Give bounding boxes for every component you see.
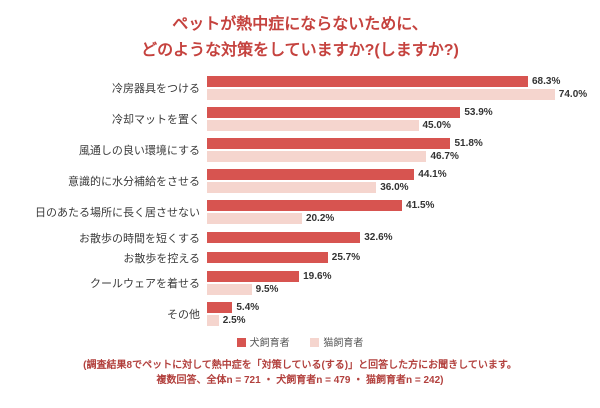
- category-label: 冷却マットを置く: [112, 114, 200, 127]
- bar-line: 25.7%: [207, 252, 592, 264]
- chart-legend: 犬飼育者 猫飼育者: [0, 334, 600, 349]
- dog-owners-bar: [207, 107, 461, 119]
- bar-line: 41.5%: [207, 200, 592, 212]
- value-label: 9.5%: [255, 284, 279, 296]
- value-label: 45.0%: [422, 120, 451, 132]
- bar-group: 41.5% 20.2%: [207, 199, 592, 226]
- dog-owners-bar: [207, 169, 415, 181]
- legend-item-dog-owners: 犬飼育者: [236, 337, 290, 349]
- cat-owners-bar: [207, 151, 427, 163]
- bar-line: 5.4%: [207, 302, 592, 314]
- value-label: 74.0%: [558, 89, 588, 101]
- bar-group: 25.7%: [207, 251, 592, 265]
- dog-owners-bar: [207, 200, 403, 212]
- value-label: 20.2%: [305, 213, 335, 225]
- value-label: 25.7%: [331, 252, 361, 264]
- dog-owners-bar: [207, 232, 361, 244]
- bar-group: 5.4% 2.5%: [207, 301, 592, 328]
- category-label: 冷房器具をつける: [112, 83, 200, 96]
- cat-owners-bar: [207, 284, 252, 296]
- chart-row: お散歩を控える 25.7%: [12, 250, 592, 266]
- category-label: 意識的に水分補給をさせる: [68, 176, 200, 189]
- value-label: 2.5%: [222, 315, 246, 327]
- survey-note-line2: 複数回答、全体n = 721 ・ 犬飼育者n = 479 ・ 猫飼育者n = 2…: [156, 375, 444, 387]
- value-label: 51.8%: [454, 138, 483, 150]
- bar-line: 20.2%: [207, 213, 592, 225]
- value-label: 32.6%: [364, 232, 393, 244]
- chart-title: ペットが熱中症にならないために、 どのような対策をしていますか?(しますか?): [0, 12, 600, 65]
- cat-owners-bar: [207, 213, 302, 225]
- chart-row: 意識的に水分補給をさせる 44.1% 36.0%: [12, 168, 592, 195]
- bar-line: 44.1%: [207, 169, 592, 181]
- bar-line: 46.7%: [207, 151, 592, 163]
- dog-owners-legend-label: 犬飼育者: [249, 337, 290, 349]
- bar-group: 19.6% 9.5%: [207, 270, 592, 297]
- category-label: クールウェアを着せる: [90, 278, 200, 291]
- legend-item-cat-owners: 猫飼育者: [310, 337, 364, 349]
- bar-group: 53.9% 45.0%: [207, 106, 592, 133]
- value-label: 46.7%: [430, 151, 459, 163]
- cat-owners-bar: [207, 120, 419, 132]
- value-label: 53.9%: [464, 107, 493, 119]
- bar-line: 2.5%: [207, 315, 592, 327]
- value-label: 68.3%: [532, 76, 561, 88]
- cat-owners-bar: [207, 182, 377, 194]
- bar-line: 53.9%: [207, 107, 592, 119]
- cat-owners-bar: [207, 315, 219, 327]
- dog-owners-bar: [207, 271, 300, 283]
- category-label: お散歩を控える: [123, 252, 200, 265]
- dog-owners-bar: [207, 252, 328, 264]
- value-label: 36.0%: [380, 182, 409, 194]
- category-label: 風通しの良い環境にする: [78, 145, 200, 158]
- survey-note-line1: (調査結果8でペットに対して熱中症を「対策している(する)」と回答した方にお聞き…: [83, 359, 517, 371]
- chart-row: 風通しの良い環境にする 51.8% 46.7%: [12, 137, 592, 164]
- value-label: 41.5%: [406, 200, 435, 212]
- bar-group: 32.6%: [207, 231, 592, 245]
- bar-group: 44.1% 36.0%: [207, 168, 592, 195]
- bar-line: 9.5%: [207, 284, 592, 296]
- value-label: 5.4%: [236, 302, 260, 314]
- bar-line: 68.3%: [207, 76, 592, 88]
- cat-owners-swatch: [310, 337, 320, 347]
- bar-group: 68.3% 74.0%: [207, 75, 592, 102]
- chart-title-line2: どのような対策をしていますか?(しますか?): [141, 42, 459, 60]
- category-label: その他: [167, 309, 200, 322]
- bar-group: 51.8% 46.7%: [207, 137, 592, 164]
- bar-line: 51.8%: [207, 138, 592, 150]
- chart-row: その他 5.4% 2.5%: [12, 301, 592, 328]
- chart-row: 冷却マットを置く 53.9% 45.0%: [12, 106, 592, 133]
- chart-row: 冷房器具をつける 68.3% 74.0%: [12, 75, 592, 102]
- dog-owners-bar: [207, 76, 528, 88]
- bar-line: 19.6%: [207, 271, 592, 283]
- chart-row: 日のあたる場所に長く居させない 41.5% 20.2%: [12, 199, 592, 226]
- survey-note: (調査結果8でペットに対して熱中症を「対策している(する)」と回答した方にお聞き…: [0, 358, 600, 389]
- chart-row: お散歩の時間を短くする 32.6%: [12, 230, 592, 246]
- dog-owners-swatch: [236, 337, 246, 347]
- chart-title-line1: ペットが熱中症にならないために、: [172, 16, 428, 33]
- category-label: お散歩の時間を短くする: [79, 232, 200, 245]
- cat-owners-legend-label: 猫飼育者: [323, 337, 364, 349]
- value-label: 19.6%: [303, 271, 332, 283]
- category-label: 日のあたる場所に長く居させない: [35, 207, 200, 220]
- cat-owners-bar: [207, 89, 555, 101]
- bar-line: 74.0%: [207, 89, 592, 101]
- chart-row: クールウェアを着せる 19.6% 9.5%: [12, 270, 592, 297]
- dog-owners-bar: [207, 302, 233, 314]
- bar-line: 45.0%: [207, 120, 592, 132]
- value-label: 44.1%: [418, 169, 447, 181]
- bar-line: 32.6%: [207, 232, 592, 244]
- dog-owners-bar: [207, 138, 451, 150]
- bar-chart: 冷房器具をつける 68.3% 74.0% 冷却マットを置く 53.9% 45.0% 風通しの…: [0, 65, 600, 328]
- bar-line: 36.0%: [207, 182, 592, 194]
